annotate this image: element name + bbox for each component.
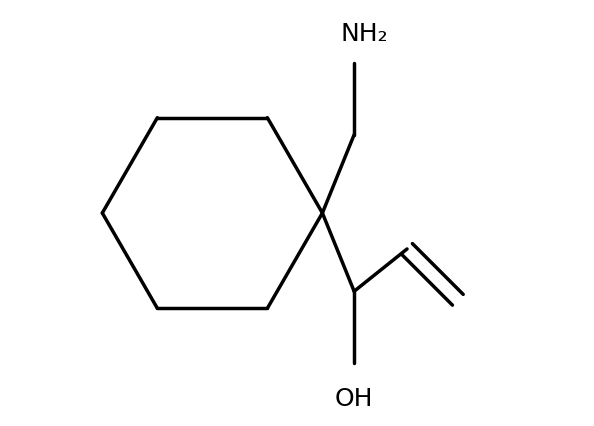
Text: OH: OH	[335, 386, 374, 411]
Text: NH₂: NH₂	[341, 22, 388, 46]
